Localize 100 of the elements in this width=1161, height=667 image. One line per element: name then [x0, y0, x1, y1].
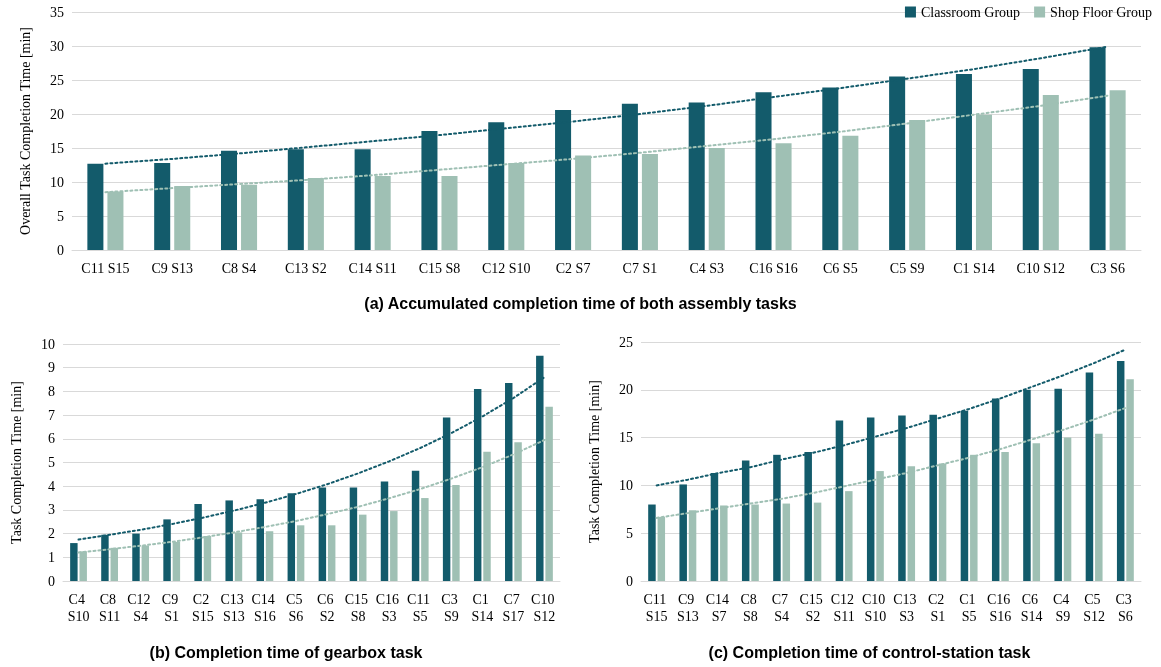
bar: [1022, 69, 1039, 250]
y-tick-label: 10: [41, 336, 55, 352]
text: (b) Completion time of gearbox task: [149, 643, 423, 661]
y-tick-label: 0: [48, 573, 55, 589]
y-axis-title: Overall Task Completion Time [min]: [18, 27, 33, 235]
x-tick-label: C16 S16: [986, 592, 1014, 624]
x-tick-label: C8 S4: [221, 261, 257, 276]
bar: [775, 143, 792, 250]
x-tick-label: C2 S1: [927, 592, 948, 624]
bar: [782, 503, 791, 581]
x-tick-label: C15 S8: [344, 592, 372, 624]
y-tick-label: 35: [50, 4, 64, 20]
bar: [441, 175, 458, 250]
y-tick-label: 10: [50, 174, 64, 190]
x-tick-label: C12 S10: [481, 261, 531, 276]
x-tick-label: C4 S3: [689, 261, 725, 276]
y-tick-label: 2: [48, 526, 55, 542]
x-tick-label: C10 S12: [1016, 261, 1066, 276]
bar: [452, 485, 460, 581]
y-tick-label: 20: [619, 382, 633, 398]
bar: [648, 504, 656, 581]
bar: [154, 162, 171, 250]
x-tick-label: C6 S5: [823, 261, 858, 276]
bar: [87, 163, 104, 250]
bar: [390, 511, 398, 581]
x-tick-label: C3 S9: [441, 592, 462, 624]
bar: [132, 533, 140, 581]
x-tick-label: C9 S13: [151, 261, 194, 276]
y-tick-label: 25: [619, 334, 633, 350]
bar: [296, 525, 305, 581]
x-tick-label: C10 S12: [531, 592, 558, 624]
x-tick-label: C8 S8: [740, 592, 761, 624]
bar: [349, 487, 358, 581]
y-tick-label: 10: [619, 477, 633, 493]
x-tick-label: C3 S6: [1090, 261, 1125, 276]
x-tick-label: C14 S7: [705, 592, 733, 624]
bar: [380, 481, 389, 581]
y-tick-label: 5: [57, 208, 64, 224]
x-tick-label: C3 S6: [1115, 592, 1136, 624]
x-tick-label: C1 S14: [953, 261, 995, 276]
bar: [1032, 443, 1041, 581]
x-tick-label: C4 S10: [67, 592, 90, 624]
bar: [679, 484, 687, 581]
x-tick-label: C15 S2: [799, 592, 827, 624]
y-tick-label: 9: [48, 360, 55, 376]
bar: [845, 491, 853, 581]
x-tick-label: C13 S13: [220, 592, 248, 624]
text: (c) Completion time of control-station task: [708, 643, 1031, 661]
legend-label: Classroom Group: [920, 4, 1021, 20]
x-tick-label: C12 S11: [830, 592, 858, 624]
y-tick-label: 3: [48, 502, 55, 518]
bar: [1116, 361, 1125, 581]
bar: [842, 135, 859, 250]
legend-label: Shop Floor Group: [1050, 4, 1153, 20]
y-tick-label: 4: [48, 478, 55, 494]
x-tick-label: C2 S15: [191, 592, 214, 624]
bar: [1095, 433, 1103, 581]
bar: [70, 543, 78, 581]
y-tick-label: 15: [619, 430, 633, 446]
y-axis-title: Task Completion Time [min]: [9, 381, 24, 544]
bar: [1085, 372, 1094, 581]
y-tick-label: 0: [57, 242, 64, 258]
x-tick-label: C10 S10: [861, 592, 889, 624]
x-tick-label: C1 S14: [471, 592, 494, 624]
bar: [1001, 451, 1009, 581]
bar: [421, 498, 429, 581]
x-tick-label: C14 S11: [348, 261, 397, 276]
bar: [1109, 90, 1126, 250]
text: (a) Accumulated completion time of both assembly tasks: [364, 294, 797, 312]
x-tick-label: C4 S9: [1052, 592, 1073, 624]
y-axis-title: Task Completion Time [min]: [587, 380, 602, 543]
x-tick-label: C7 S4: [771, 592, 792, 624]
x-tick-label: C7 S1: [622, 261, 658, 276]
bar: [813, 502, 822, 581]
y-tick-label: 7: [48, 407, 55, 423]
x-tick-label: C7 S17: [502, 592, 525, 624]
x-tick-label: C12 S4: [127, 592, 155, 624]
x-tick-label: C5 S9: [889, 261, 925, 276]
x-tick-label: C11 S5: [407, 592, 434, 624]
bar: [265, 531, 274, 581]
bar: [359, 514, 367, 581]
x-tick-label: C16 S3: [375, 592, 403, 624]
x-tick-label: C11 S15: [81, 261, 130, 276]
y-tick-label: 20: [50, 106, 64, 122]
x-tick-label: C5 S12: [1083, 592, 1106, 624]
x-tick-label: C15 S8: [418, 261, 461, 276]
x-tick-label: C6 S14: [1020, 592, 1043, 624]
y-tick-label: 0: [626, 573, 633, 589]
y-tick-label: 25: [50, 72, 64, 88]
x-tick-label: C6 S2: [317, 592, 337, 624]
y-tick-label: 5: [48, 455, 55, 470]
bar: [327, 525, 336, 581]
y-tick-label: 6: [48, 431, 55, 447]
y-tick-label: 5: [626, 525, 633, 541]
x-tick-label: C8 S11: [98, 592, 121, 624]
x-tick-label: C2 S7: [555, 261, 591, 276]
x-tick-label: C9 S13: [676, 592, 699, 624]
x-tick-label: C13 S3: [893, 592, 921, 624]
x-tick-label: C5 S6: [286, 592, 306, 624]
x-tick-label: C9 S1: [161, 592, 182, 624]
